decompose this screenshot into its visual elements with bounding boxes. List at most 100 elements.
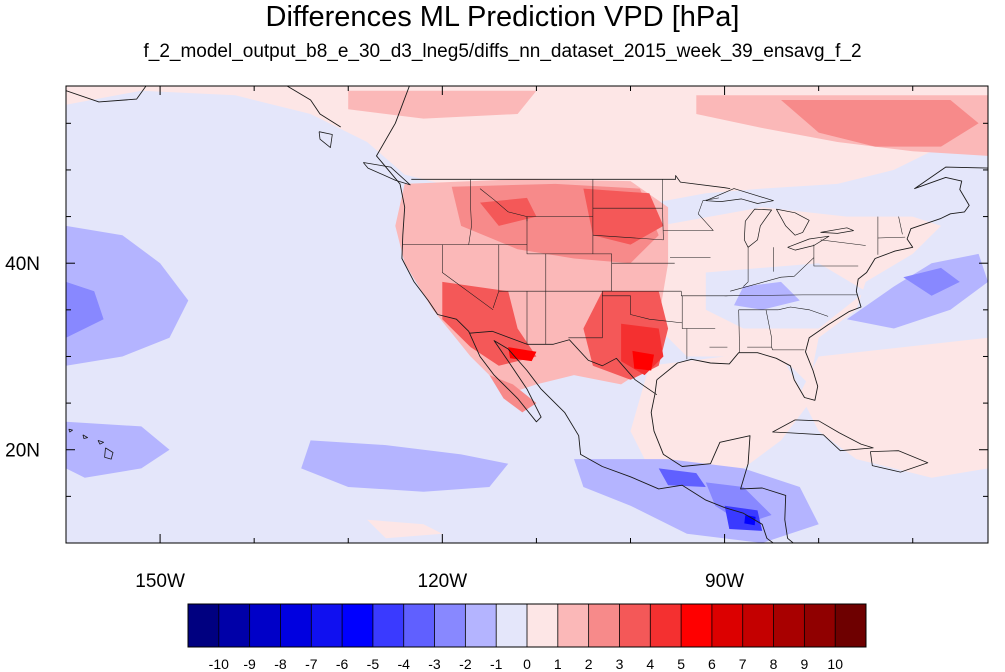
state-boundary	[813, 244, 859, 267]
us-canada-border	[411, 175, 731, 189]
x-tick-label: 120W	[418, 571, 468, 592]
colorbar-label: 7	[739, 656, 747, 672]
colorbar-swatch	[280, 604, 312, 647]
field-region	[66, 281, 104, 338]
lake-erie-outline	[787, 235, 830, 251]
colorbar-swatch	[434, 604, 466, 647]
colorbar-label: -9	[243, 656, 256, 672]
colorbar-label: 8	[770, 656, 778, 672]
colorbar-swatch	[557, 604, 589, 647]
colorbar-swatch	[527, 604, 559, 647]
colorbar-label: 1	[554, 656, 562, 672]
state-boundary	[771, 347, 805, 351]
coastlines-and-borders	[66, 86, 988, 543]
maui-coastline	[97, 440, 104, 445]
state-boundary	[545, 253, 612, 292]
state-boundary	[747, 309, 772, 348]
state-boundary	[730, 257, 815, 292]
state-boundary	[738, 309, 740, 353]
field-region	[799, 337, 988, 478]
colorbar-swatch	[311, 604, 343, 647]
state-boundary	[681, 291, 728, 297]
colorbar-label: -10	[209, 656, 229, 672]
colorbar-label: -7	[305, 656, 318, 672]
state-boundary	[592, 234, 664, 241]
state-boundary	[778, 306, 829, 317]
colorbar-label: 2	[585, 656, 593, 672]
field-region	[301, 440, 509, 492]
colorbar-swatch	[372, 604, 405, 647]
field-region	[781, 100, 979, 147]
colorbar-swatch	[681, 604, 713, 647]
state-boundary	[442, 244, 494, 311]
field-region	[367, 519, 443, 539]
field-region	[846, 253, 988, 329]
vancouver-island-coastline	[362, 162, 411, 186]
colorbar-label: -6	[336, 656, 349, 672]
colorbar-swatch	[249, 604, 281, 647]
colorbar-label: 10	[827, 656, 843, 672]
state-boundary	[820, 239, 866, 246]
state-boundary	[602, 295, 683, 324]
field-region	[630, 356, 810, 478]
colorbar-label: 9	[801, 656, 809, 672]
cuba-coastline	[772, 419, 874, 452]
hawaii-island-coastline	[104, 447, 114, 460]
colorbar-swatch	[588, 604, 620, 647]
colorbar-label: 3	[616, 656, 624, 672]
lake-superior-outline	[705, 188, 774, 204]
colorbar-swatch	[804, 604, 836, 647]
axis-ticks: 150W 120W 90W 40N 20N	[5, 86, 988, 592]
lake-huron-outline	[775, 208, 810, 236]
colorbar-label: -2	[459, 656, 472, 672]
state-boundary	[743, 246, 749, 287]
map-title: Differences ML Prediction VPD [hPa]	[265, 1, 740, 33]
colorbar-swatch	[496, 604, 528, 647]
colorbar-swatch	[403, 604, 435, 647]
pacific-coastline	[376, 86, 774, 543]
lake-ontario-outline	[820, 227, 854, 234]
y-tick-label: 20N	[5, 441, 40, 462]
hispaniola-coastline	[870, 450, 929, 473]
field-region	[658, 468, 706, 487]
lake-michigan-outline	[743, 208, 772, 248]
colorbar-label: 6	[708, 656, 716, 672]
state-boundary	[898, 216, 903, 235]
colorbar: -10 -9 -8 -7 -6 -5 -4 -3 -2 -1 0 1 2 3 4 5 6 7 8 9 10	[187, 603, 867, 672]
field-region	[903, 267, 960, 296]
atlantic-coastline	[656, 166, 988, 401]
colorbar-swatch	[465, 604, 497, 647]
colorbar-label: -3	[428, 656, 441, 672]
field-region	[348, 90, 537, 119]
colorbar-label: -8	[274, 656, 287, 672]
state-boundary	[468, 179, 472, 245]
alaska-panhandle-coastline	[286, 86, 341, 128]
state-boundary	[697, 197, 719, 231]
colorbar-label: -4	[397, 656, 410, 672]
kauai-coastline	[68, 428, 73, 433]
alaska-coastline	[66, 86, 147, 103]
colorbar-label: -1	[490, 656, 503, 672]
state-boundary	[724, 294, 858, 297]
field-region	[66, 421, 170, 478]
colorbar-frame	[187, 603, 867, 648]
haida-gwaii-coastline	[318, 131, 333, 148]
map-subtitle: f_2_model_output_b8_e_30_d3_lneg5/diffs_…	[143, 41, 862, 62]
colorbar-label: 0	[523, 656, 531, 672]
field-region	[734, 281, 800, 310]
colorbar-swatch	[773, 604, 805, 647]
colorbar-swatch	[835, 604, 867, 647]
colorbar-label: 5	[677, 656, 685, 672]
colorbar-swatch	[218, 604, 250, 647]
colorbar-label: -5	[367, 656, 380, 672]
x-tick-label: 90W	[705, 571, 744, 592]
field-region	[583, 188, 664, 245]
field-region	[744, 515, 756, 526]
colorbar-swatch	[188, 604, 220, 647]
x-tick-label: 150W	[135, 571, 185, 592]
state-boundary	[681, 295, 716, 329]
field-region	[632, 350, 654, 371]
oahu-coastline	[82, 434, 88, 439]
y-tick-label: 40N	[5, 254, 40, 275]
